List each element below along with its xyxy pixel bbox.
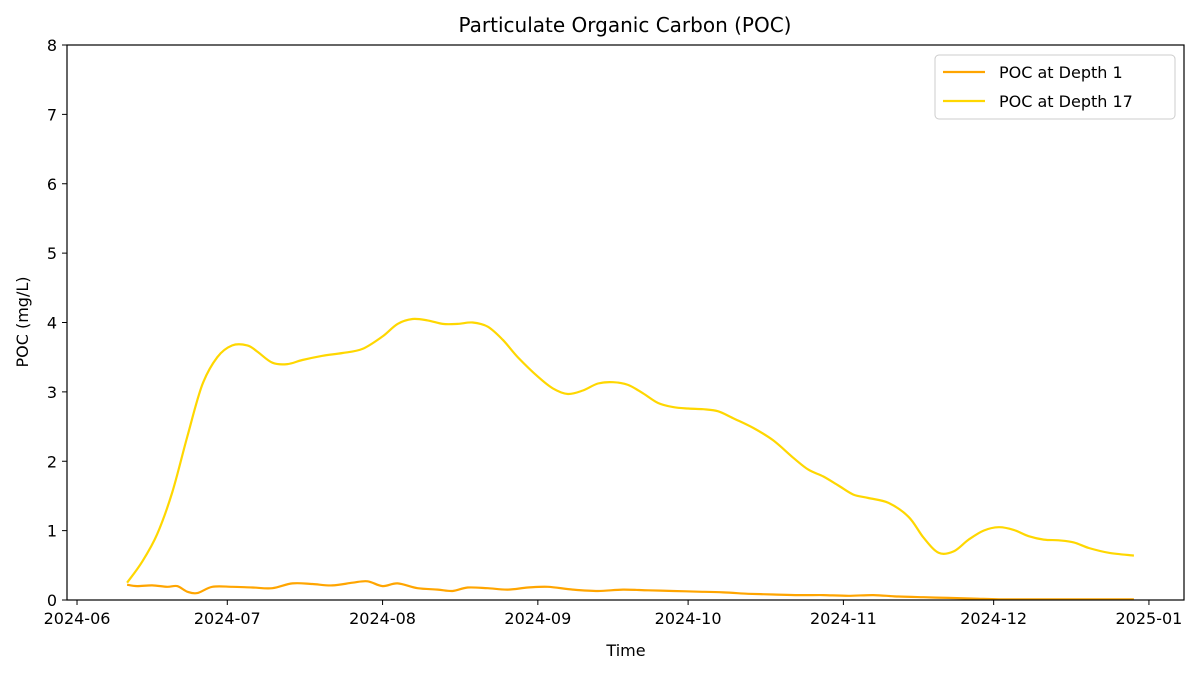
y-tick-label: 0	[47, 591, 57, 610]
x-axis-ticks: 2024-06 2024-07 2024-08 2024-09 2024-10 2024-…	[44, 600, 1183, 628]
y-tick-label: 2	[47, 452, 57, 471]
x-tick-label: 2024-09	[504, 609, 571, 628]
x-tick-label: 2025-01	[1116, 609, 1183, 628]
y-tick-label: 1	[47, 522, 57, 541]
y-axis-label: POC (mg/L)	[13, 276, 32, 367]
legend-box	[934, 54, 1176, 120]
x-tick-label: 2024-11	[810, 609, 877, 628]
y-axis-ticks: 0 1 2 3 4 5 6 7 8	[47, 36, 67, 610]
x-tick-label: 2024-06	[44, 609, 111, 628]
x-tick-label: 2024-08	[349, 609, 416, 628]
y-tick-label: 7	[47, 105, 57, 124]
series-line-1	[126, 580, 1134, 601]
y-tick-label: 5	[47, 244, 57, 263]
legend: POC at Depth 1 POC at Depth 17	[934, 54, 1176, 120]
legend-entry: POC at Depth 1	[999, 63, 1123, 82]
x-tick-label: 2024-10	[655, 609, 722, 628]
legend-entry: POC at Depth 17	[999, 92, 1133, 111]
plot-area	[126, 317, 1135, 601]
axes-frame	[66, 44, 1185, 601]
y-tick-label: 6	[47, 175, 57, 194]
y-tick-label: 4	[47, 314, 57, 333]
x-tick-label: 2024-07	[194, 609, 261, 628]
series-line-2	[126, 317, 1135, 584]
x-tick-label: 2024-12	[960, 609, 1027, 628]
chart-title: Particulate Organic Carbon (POC)	[459, 13, 792, 37]
x-axis-label: Time	[605, 641, 645, 660]
y-tick-label: 3	[47, 383, 57, 402]
y-tick-label: 8	[47, 36, 57, 55]
